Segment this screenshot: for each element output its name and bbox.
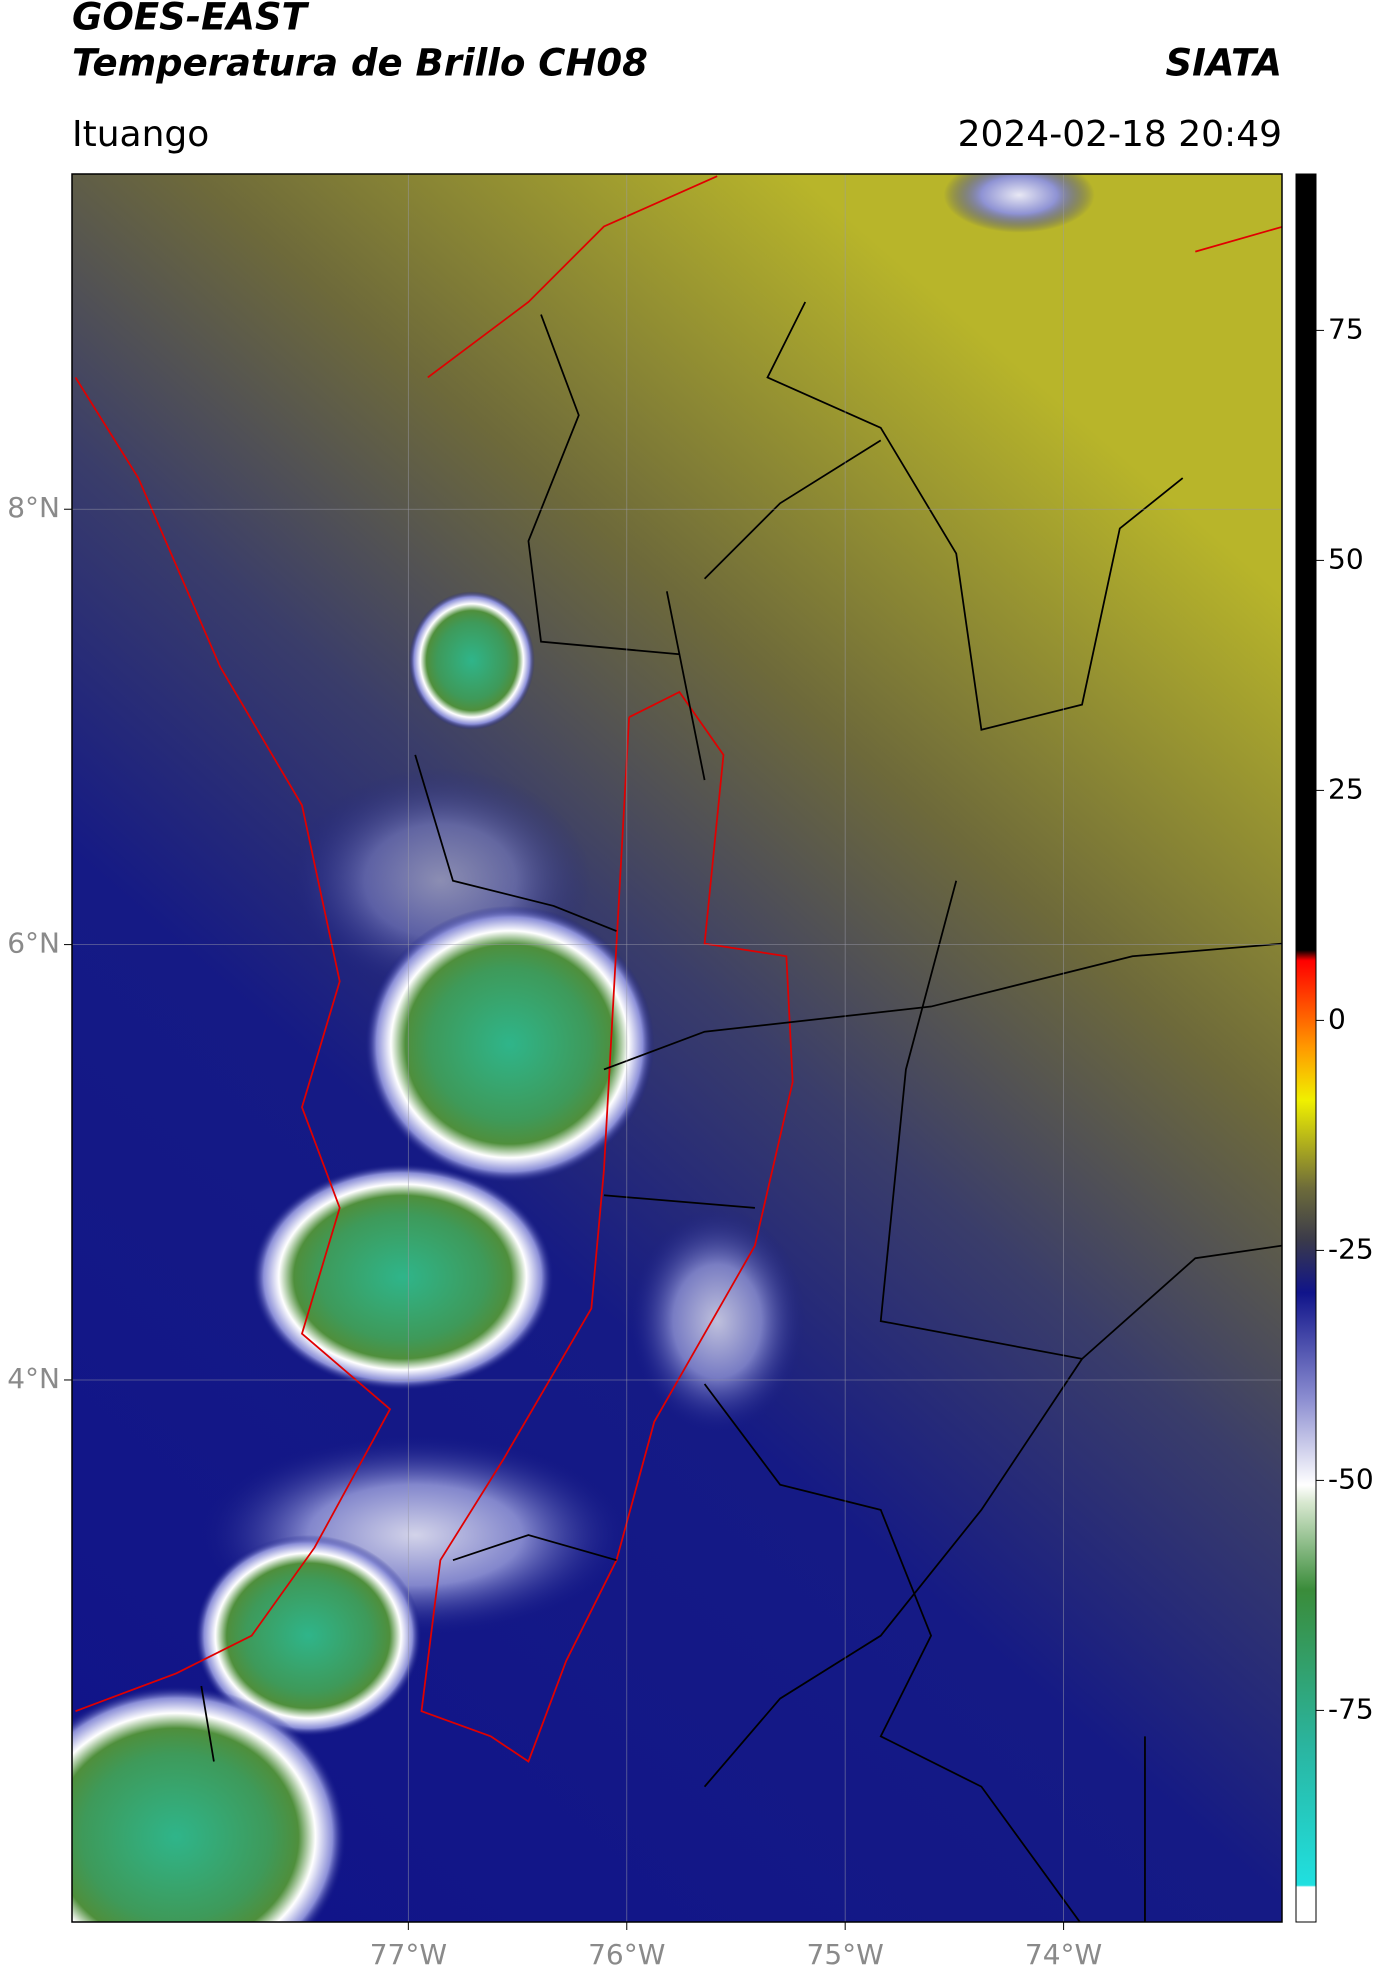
title: GOES-EAST	[72, 0, 310, 39]
source: SIATA	[1165, 42, 1282, 85]
colorbar-label: 75	[1328, 312, 1364, 345]
location: Ituango	[72, 114, 209, 155]
satellite-image	[72, 174, 1282, 1922]
colorbar	[1295, 173, 1317, 1923]
x-tick-label: 76°W	[588, 1938, 665, 1971]
subtitle: Temperatura de Brillo CH08	[72, 42, 648, 85]
x-tick-label: 74°W	[1025, 1938, 1102, 1971]
x-tick-label: 77°W	[370, 1938, 447, 1971]
colorbar-label: 50	[1328, 542, 1364, 575]
grid	[72, 174, 1282, 1922]
colorbar-label: 25	[1328, 772, 1364, 805]
colorbar-label: 0	[1328, 1002, 1346, 1035]
colorbar-label: -50	[1328, 1462, 1374, 1495]
y-tick-label: 4°N	[7, 1362, 60, 1395]
x-tick-label: 75°W	[807, 1938, 884, 1971]
y-tick-label: 6°N	[7, 927, 60, 960]
colorbar-label: -75	[1328, 1692, 1374, 1725]
colorbar-label: -25	[1328, 1232, 1374, 1265]
y-tick-label: 8°N	[7, 491, 60, 524]
datetime: 2024-02-18 20:49	[958, 114, 1282, 155]
map-frame	[71, 173, 1283, 1923]
